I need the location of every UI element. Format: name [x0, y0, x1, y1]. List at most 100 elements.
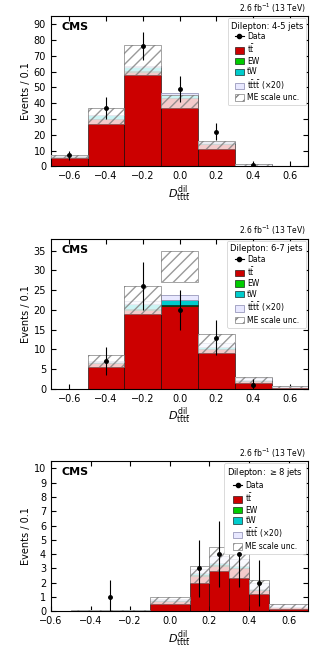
Legend: Data, t$\bar{\mathrm{t}}$, EW, tW, t$\bar{\mathrm{t}}$t$\bar{\mathrm{t}}$ ($\tim: Data, t$\bar{\mathrm{t}}$, EW, tW, t$\ba…	[227, 241, 306, 327]
Bar	[88, 108, 124, 124]
Bar	[272, 386, 308, 388]
Bar	[71, 610, 150, 611]
Bar	[150, 602, 190, 611]
Bar	[150, 597, 190, 604]
Bar	[235, 165, 272, 166]
Bar	[88, 115, 124, 118]
Bar	[190, 576, 209, 611]
Bar	[150, 600, 190, 601]
Legend: Data, t$\bar{\mathrm{t}}$, EW, tW, t$\bar{\mathrm{t}}$t$\bar{\mathrm{t}}$ ($\tim: Data, t$\bar{\mathrm{t}}$, EW, tW, t$\ba…	[224, 463, 306, 554]
Bar	[235, 164, 272, 166]
Bar	[198, 141, 235, 149]
Bar	[88, 108, 124, 124]
Bar	[235, 381, 272, 389]
Bar	[124, 310, 161, 389]
Bar	[88, 361, 124, 362]
Bar	[161, 250, 198, 282]
Bar	[249, 583, 269, 589]
Bar	[269, 604, 308, 609]
Bar	[198, 142, 235, 143]
Bar	[124, 67, 161, 71]
Bar	[198, 334, 235, 353]
Bar	[190, 565, 209, 583]
Bar	[161, 305, 198, 306]
Bar	[209, 547, 229, 571]
Bar	[124, 301, 161, 304]
Bar	[235, 164, 272, 166]
Text: 2.6 fb$^{-1}$ (13 TeV): 2.6 fb$^{-1}$ (13 TeV)	[239, 1, 306, 15]
Bar	[249, 580, 269, 594]
Bar	[198, 347, 235, 349]
X-axis label: $D^{\mathrm{dil}}_{\mathrm{t\bar{t}t\bar{t}}}$: $D^{\mathrm{dil}}_{\mathrm{t\bar{t}t\bar…	[168, 628, 191, 647]
Bar	[124, 71, 161, 72]
X-axis label: $D^{\mathrm{dil}}_{\mathrm{t\bar{t}t\bar{t}}}$: $D^{\mathrm{dil}}_{\mathrm{t\bar{t}t\bar…	[168, 405, 191, 426]
Bar	[51, 156, 88, 157]
Bar	[124, 286, 161, 314]
Y-axis label: Events / 0.1: Events / 0.1	[21, 285, 31, 343]
Bar	[269, 604, 308, 609]
Bar	[235, 380, 272, 381]
Legend: Data, t$\bar{\mathrm{t}}$, EW, tW, t$\bar{\mathrm{t}}$t$\bar{\mathrm{t}}$ ($\tim: Data, t$\bar{\mathrm{t}}$, EW, tW, t$\ba…	[228, 19, 306, 105]
Bar	[161, 95, 198, 108]
Bar	[229, 568, 249, 569]
Text: 2.6 fb$^{-1}$ (13 TeV): 2.6 fb$^{-1}$ (13 TeV)	[239, 446, 306, 459]
Bar	[198, 349, 235, 389]
Text: 2.6 fb$^{-1}$ (13 TeV): 2.6 fb$^{-1}$ (13 TeV)	[239, 224, 306, 237]
Bar	[124, 65, 161, 67]
Bar	[150, 597, 190, 604]
Bar	[269, 607, 308, 611]
Bar	[51, 155, 88, 158]
Bar	[161, 93, 198, 94]
Bar	[272, 386, 308, 388]
Bar	[190, 573, 209, 575]
Bar	[229, 551, 249, 578]
Bar	[51, 155, 88, 158]
Bar	[88, 355, 124, 367]
Bar	[161, 300, 198, 305]
Bar	[235, 377, 272, 383]
Bar	[269, 604, 308, 607]
Bar	[272, 387, 308, 389]
Bar	[150, 599, 190, 600]
Bar	[209, 565, 229, 611]
Bar	[198, 143, 235, 144]
Bar	[71, 610, 150, 611]
Bar	[161, 98, 198, 166]
Bar	[190, 575, 209, 576]
Bar	[198, 141, 235, 149]
Bar	[51, 157, 88, 166]
Text: CMS: CMS	[61, 467, 88, 477]
Bar	[161, 250, 198, 282]
Bar	[198, 334, 235, 353]
Bar	[209, 556, 229, 564]
Bar	[198, 144, 235, 166]
Bar	[124, 45, 161, 74]
Bar	[229, 569, 249, 611]
Bar	[161, 95, 198, 108]
Bar	[124, 45, 161, 74]
Bar	[190, 569, 209, 573]
Text: CMS: CMS	[61, 245, 88, 255]
X-axis label: $D^{\mathrm{dil}}_{\mathrm{t\bar{t}t\bar{t}}}$: $D^{\mathrm{dil}}_{\mathrm{t\bar{t}t\bar…	[168, 182, 191, 204]
Y-axis label: Events / 0.1: Events / 0.1	[21, 507, 31, 565]
Bar	[209, 547, 229, 571]
Bar	[88, 355, 124, 367]
Y-axis label: Events / 0.1: Events / 0.1	[21, 62, 31, 120]
Text: CMS: CMS	[61, 22, 88, 32]
Bar	[249, 580, 269, 594]
Bar	[161, 94, 198, 98]
Bar	[161, 306, 198, 389]
Bar	[229, 559, 249, 566]
Bar	[235, 377, 272, 383]
Bar	[88, 119, 124, 166]
Bar	[124, 309, 161, 310]
Bar	[229, 566, 249, 568]
Bar	[124, 72, 161, 166]
Bar	[249, 590, 269, 611]
Bar	[272, 386, 308, 387]
Bar	[124, 286, 161, 314]
Bar	[198, 343, 235, 347]
Bar	[209, 564, 229, 565]
Bar	[88, 362, 124, 363]
Bar	[88, 363, 124, 389]
